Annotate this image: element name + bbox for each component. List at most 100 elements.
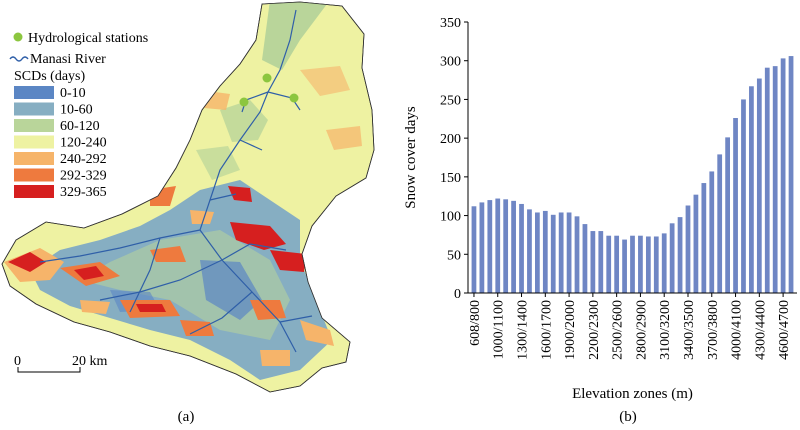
bar [772, 66, 778, 294]
bar [764, 67, 770, 293]
y-tick-label: 200 [440, 132, 461, 147]
bar [717, 154, 723, 293]
bar [685, 205, 691, 293]
x-tick-label: 3700/3800 [706, 300, 721, 360]
bar [693, 194, 699, 293]
x-tick-label: 4000/4100 [730, 300, 745, 360]
legend-class-label: 0-10 [60, 86, 86, 101]
y-tick-label: 50 [447, 248, 461, 263]
bar [495, 198, 501, 293]
y-tick-label: 300 [440, 55, 461, 70]
scale-bar-end: 20 km [72, 354, 108, 369]
legend-swatch [14, 119, 54, 132]
bar [542, 210, 548, 293]
station-marker [289, 93, 299, 103]
bar [677, 217, 683, 293]
legend-swatch [14, 152, 54, 165]
legend-class-label: 60-120 [60, 119, 100, 134]
x-tick-label: 1900/2000 [563, 300, 578, 360]
bar [558, 212, 564, 293]
x-tick-label: 3100/3200 [658, 300, 673, 360]
legend-class-label: 240-292 [60, 152, 107, 167]
bar [756, 78, 762, 293]
x-tick-label: 2200/2300 [587, 300, 602, 360]
bar [471, 206, 477, 293]
panel-a-label: (a) [178, 409, 195, 425]
bar [582, 224, 588, 293]
x-axis: 608/800 1000/1100 1300/1400 1600/1700 1900/2… [468, 292, 797, 360]
station-legend-icon [13, 32, 23, 42]
y-tick-label: 250 [440, 93, 461, 108]
legend-class-label: 10-60 [60, 103, 93, 118]
x-tick-label: 608/800 [468, 300, 483, 346]
bar [733, 118, 738, 293]
legend-swatch [14, 168, 54, 182]
map-legend: Hydrological stations Manasi River SCDs … [9, 31, 148, 200]
x-tick-label: 1300/1400 [516, 300, 531, 360]
scale-bar-zero: 0 [14, 354, 21, 369]
legend-swatch [14, 135, 54, 149]
bar [479, 202, 485, 293]
bar [669, 223, 675, 293]
x-tick-label: 4600/4700 [777, 300, 792, 360]
x-tick-label: 1600/1700 [539, 300, 554, 360]
scale-bar: 0 20 km [14, 354, 108, 373]
bar [606, 235, 612, 293]
river-network [39, 9, 313, 353]
bar [661, 233, 667, 293]
y-tick-label: 350 [440, 16, 461, 31]
river-legend-icon [9, 56, 29, 62]
bar [788, 56, 794, 293]
bar [653, 236, 659, 293]
bar [511, 200, 516, 293]
bar [550, 214, 556, 293]
x-tick-label: 4300/4400 [753, 300, 768, 360]
bar [645, 236, 651, 293]
bar [519, 203, 524, 293]
legend-class-label: 329-365 [60, 185, 107, 200]
y-axis-title: Snow cover days [403, 106, 419, 209]
bar [701, 183, 707, 293]
bar [566, 212, 572, 293]
x-tick-label: 2500/2600 [611, 300, 626, 360]
bar [780, 58, 786, 293]
bar [598, 231, 604, 293]
bar [749, 86, 754, 293]
legend-swatch [14, 86, 54, 99]
bar [590, 231, 596, 293]
legend-class-label: 120-240 [60, 136, 107, 151]
x-axis-title: Elevation zones (m) [572, 386, 693, 402]
hydrological-stations [239, 73, 299, 107]
bar [741, 99, 746, 293]
legend-scd-title: SCDs (days) [14, 69, 86, 84]
legend-stations-label: Hydrological stations [28, 31, 148, 46]
legend-swatch [14, 185, 54, 198]
bar [638, 235, 643, 293]
bar [725, 137, 730, 293]
bar [503, 199, 509, 293]
y-axis: 0 50 100 150 200 250 300 350 [440, 16, 469, 302]
basin-map [1, 1, 375, 393]
panel-b-label: (b) [619, 409, 637, 425]
bar [622, 239, 627, 293]
y-tick-label: 100 [440, 210, 461, 225]
bar [527, 209, 532, 293]
x-tick-label: 1000/1100 [492, 300, 507, 359]
station-marker [262, 73, 272, 83]
bar [614, 235, 620, 293]
legend-swatch [14, 102, 54, 116]
snow-cover-chart: 0 50 100 150 200 250 300 350 608/800 1000/1100 13… [403, 16, 797, 402]
bars [471, 56, 794, 294]
y-tick-label: 150 [440, 171, 461, 186]
bar [709, 171, 715, 293]
x-tick-label: 2800/2900 [634, 300, 649, 360]
bar [487, 200, 493, 293]
bar [630, 235, 635, 293]
y-tick-label: 0 [454, 287, 461, 302]
bar [535, 212, 540, 293]
station-marker [239, 97, 249, 107]
bar [574, 216, 580, 293]
legend-class-label: 292-329 [60, 169, 107, 184]
